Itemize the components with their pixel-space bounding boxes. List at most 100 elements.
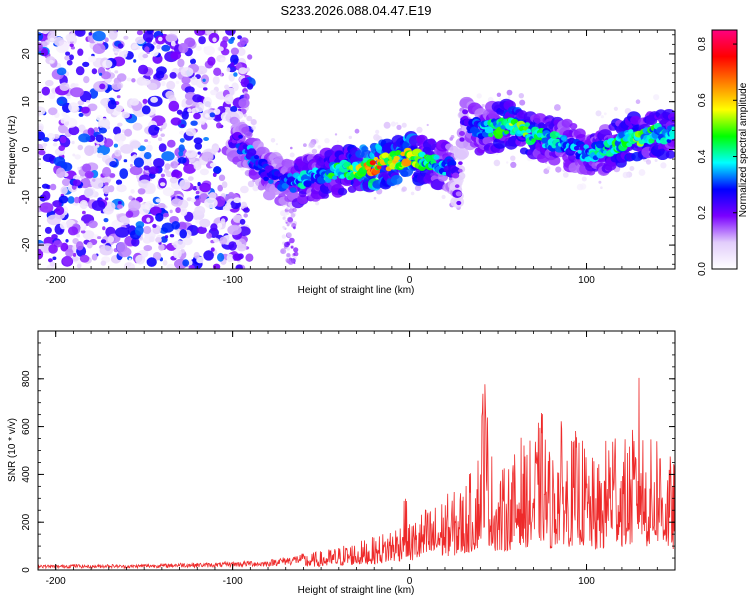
noise-blob (44, 226, 52, 234)
y-tick-label: -10 (21, 190, 32, 205)
noise-blob (203, 250, 214, 261)
noise-blob (235, 264, 243, 269)
noise-blob (124, 128, 133, 137)
x-tick-label: -200 (46, 275, 66, 286)
noise-blob (52, 142, 58, 147)
noise-blob (162, 187, 175, 197)
noise-blob (144, 139, 149, 143)
scatter-blob (510, 161, 517, 168)
ridge-blob (431, 178, 445, 191)
noise-blob (133, 59, 137, 63)
noise-blob (143, 226, 152, 234)
noise-blob (220, 218, 226, 224)
ridge-blob (427, 138, 436, 145)
noise-blob (113, 133, 127, 143)
noise-blob (213, 238, 220, 243)
ridge-blob (458, 161, 463, 166)
noise-blob (51, 234, 58, 240)
noise-blob (146, 217, 151, 223)
noise-blob (41, 86, 50, 96)
noise-blob (169, 176, 178, 184)
noise-blob (83, 187, 96, 199)
ridge-blob (287, 176, 296, 183)
noise-blob (233, 197, 242, 204)
noise-blob (174, 195, 178, 199)
noise-blob (62, 255, 73, 266)
noise-blob (193, 112, 201, 120)
noise-blob (154, 126, 160, 131)
noise-blob (196, 226, 207, 234)
y-tick-label: -20 (21, 237, 32, 252)
noise-blob (167, 139, 176, 148)
noise-blob (143, 165, 151, 171)
scatter-blob (629, 166, 635, 171)
noise-blob (59, 221, 67, 230)
noise-blob (166, 263, 175, 269)
noise-blob (129, 165, 143, 176)
noise-blob (96, 152, 104, 159)
noise-blob (225, 30, 236, 36)
noise-blob (153, 41, 157, 45)
noise-blob (78, 124, 86, 133)
noise-blob (205, 30, 213, 35)
noise-blob (42, 190, 51, 201)
scatter-blob (660, 162, 667, 169)
noise-blob (209, 112, 216, 118)
noise-blob (104, 197, 109, 201)
scatter-blob (518, 93, 524, 99)
noise-blob (117, 43, 124, 49)
scatter-blob (324, 138, 330, 144)
x-tick-label: 0 (407, 576, 413, 587)
noise-blob (160, 133, 165, 137)
scatter-blob (280, 210, 286, 217)
noise-blob (182, 259, 190, 267)
noise-blob (133, 157, 144, 168)
ridge-blob (455, 147, 469, 160)
noise-blob (171, 198, 183, 207)
noise-blob (116, 242, 128, 253)
ridge-blob (531, 138, 537, 143)
noise-blob (108, 30, 118, 40)
noise-blob (53, 36, 65, 47)
scatter-blob (290, 146, 293, 150)
noise-blob (48, 92, 56, 100)
noise-blob (152, 223, 157, 228)
scatter-blob (496, 153, 499, 156)
noise-blob (144, 46, 150, 53)
noise-blob (82, 230, 95, 240)
noise-blob (181, 76, 191, 85)
scatter-blob (293, 226, 296, 230)
scatter-blob (293, 247, 299, 253)
noise-blob (219, 236, 228, 245)
ridge-blob (442, 171, 447, 176)
noise-blob (193, 160, 202, 171)
noise-blob (194, 205, 206, 216)
noise-blob (156, 44, 161, 50)
ridge-blob (381, 152, 390, 159)
noise-blob (212, 172, 217, 177)
noise-blob (59, 82, 70, 91)
noise-blob (195, 190, 200, 195)
noise-blob (168, 100, 180, 112)
noise-blob (129, 98, 140, 106)
noise-blob (175, 80, 180, 85)
scatter-blob (510, 155, 516, 161)
ridge-blob (524, 122, 531, 128)
scatter-blob (600, 115, 604, 119)
noise-blob (92, 179, 104, 189)
noise-blob (77, 48, 84, 56)
scatter-blob (285, 221, 288, 224)
noise-blob (79, 199, 89, 210)
noise-blob (114, 149, 122, 157)
noise-blob (38, 143, 44, 151)
noise-blob (210, 247, 215, 252)
noise-blob (39, 202, 54, 213)
snr-background (38, 331, 675, 570)
noise-blob (185, 99, 193, 106)
noise-blob (191, 107, 200, 114)
noise-blob (38, 248, 44, 260)
noise-blob (199, 168, 209, 176)
ridge-blob (332, 175, 338, 180)
scatter-blob (506, 161, 509, 164)
noise-blob (77, 166, 81, 171)
